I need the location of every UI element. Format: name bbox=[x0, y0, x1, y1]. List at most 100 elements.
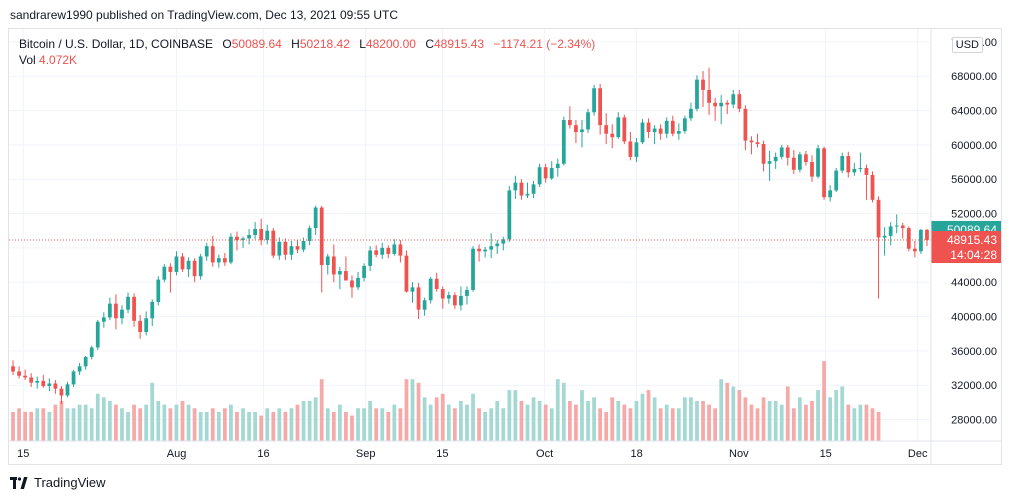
candle-body bbox=[737, 94, 742, 109]
candle-body bbox=[513, 182, 518, 191]
volume-bar bbox=[580, 390, 584, 441]
candle-body bbox=[241, 238, 245, 241]
volume-bar bbox=[459, 401, 463, 441]
volume-bar bbox=[325, 408, 330, 441]
candle-body bbox=[319, 207, 324, 266]
candle-body bbox=[555, 163, 560, 169]
candle-body bbox=[713, 102, 718, 107]
volume-bar bbox=[331, 411, 336, 441]
y-tick-label: 60000.00 bbox=[951, 140, 997, 152]
candle-body bbox=[689, 108, 693, 119]
volume-bar bbox=[549, 408, 554, 441]
candle-body bbox=[65, 384, 70, 396]
volume-bar bbox=[465, 404, 469, 441]
candle-body bbox=[186, 260, 191, 270]
y-tick-label: 52000.00 bbox=[951, 209, 997, 221]
volume-bar bbox=[574, 404, 578, 441]
candle-body bbox=[682, 118, 687, 132]
volume-bar bbox=[374, 408, 379, 441]
candle-body bbox=[446, 295, 451, 299]
candle-body bbox=[537, 167, 542, 185]
candle-body bbox=[71, 371, 76, 385]
volume-bar bbox=[277, 408, 282, 441]
candle-body bbox=[925, 229, 929, 241]
candle-body bbox=[138, 320, 143, 332]
volume-bar bbox=[804, 404, 808, 441]
volume-bar bbox=[23, 411, 28, 441]
candle-body bbox=[210, 246, 215, 263]
volume-bar bbox=[537, 401, 542, 441]
chart-frame[interactable]: 72000.0068000.0064000.0060000.0056000.00… bbox=[8, 28, 1002, 465]
change-value: −1174.21 (−2.34%) bbox=[493, 37, 596, 51]
candle-body bbox=[428, 278, 433, 301]
candle-body bbox=[392, 244, 397, 254]
candle-body bbox=[755, 142, 760, 145]
volume-bar bbox=[701, 401, 705, 441]
candle-body bbox=[489, 246, 494, 250]
y-tick-label: 40000.00 bbox=[951, 312, 997, 324]
candle-body bbox=[586, 112, 590, 130]
candle-body bbox=[132, 296, 136, 321]
volume-bar bbox=[598, 408, 603, 441]
candle-body bbox=[180, 256, 185, 270]
volume-bar bbox=[743, 397, 748, 441]
volume-bar bbox=[858, 404, 863, 441]
y-tick-label: 28000.00 bbox=[951, 415, 997, 427]
candle-body bbox=[126, 296, 130, 310]
candle-body bbox=[168, 266, 173, 272]
volume-bar bbox=[319, 379, 324, 441]
candle-body bbox=[658, 128, 663, 134]
candle-body bbox=[271, 230, 276, 256]
y-tick-label: 36000.00 bbox=[951, 346, 997, 358]
candle-body bbox=[846, 156, 851, 173]
volume-bar bbox=[525, 404, 530, 441]
candle-body bbox=[906, 228, 911, 249]
y-tick-label: 56000.00 bbox=[951, 174, 997, 186]
candle-body bbox=[888, 226, 893, 236]
candle-body bbox=[840, 156, 845, 171]
candle-body bbox=[912, 248, 917, 252]
candle-body bbox=[289, 246, 294, 255]
candle-body bbox=[356, 277, 360, 288]
candle-body bbox=[549, 168, 554, 179]
candle-body bbox=[465, 289, 469, 296]
candle-body bbox=[622, 117, 627, 142]
candle-body bbox=[422, 300, 427, 310]
y-tick-label: 64000.00 bbox=[951, 106, 997, 118]
candle-body bbox=[852, 168, 857, 173]
candle-body bbox=[156, 279, 161, 302]
footer-brand[interactable]: TradingView bbox=[10, 475, 106, 490]
x-tick-label: Oct bbox=[536, 448, 553, 460]
volume-bar bbox=[846, 404, 851, 441]
volume-bar bbox=[749, 404, 754, 441]
candle-body bbox=[277, 241, 282, 256]
close-price-label-bg bbox=[931, 231, 1001, 264]
volume-bar bbox=[604, 411, 609, 441]
y-tick-label: 68000.00 bbox=[951, 71, 997, 83]
volume-bar bbox=[350, 415, 354, 441]
symbol-title[interactable]: Bitcoin / U.S. Dollar, 1D, COINBASE bbox=[19, 37, 214, 51]
volume-bar bbox=[235, 411, 239, 441]
volume-bar bbox=[785, 386, 790, 441]
volume-bar bbox=[192, 408, 197, 441]
candle-body bbox=[531, 184, 536, 194]
candlestick-chart[interactable]: 72000.0068000.0064000.0060000.0056000.00… bbox=[9, 29, 1002, 465]
volume-bar bbox=[174, 404, 179, 441]
volume-bar bbox=[241, 408, 245, 441]
volume-bar bbox=[652, 397, 657, 441]
volume-bar bbox=[840, 386, 845, 441]
currency-button[interactable]: USD bbox=[951, 37, 983, 53]
volume-bar bbox=[761, 397, 766, 441]
candle-body bbox=[701, 79, 705, 90]
candle-body bbox=[35, 380, 40, 383]
volume-bar bbox=[586, 401, 590, 441]
candle-body bbox=[301, 241, 306, 250]
volume-bar bbox=[156, 401, 161, 441]
volume-bar bbox=[107, 401, 112, 441]
candle-body bbox=[640, 122, 645, 143]
volume-bar bbox=[259, 415, 264, 441]
volume-bar bbox=[767, 401, 772, 441]
volume-bar bbox=[150, 382, 155, 441]
volume-bar bbox=[386, 411, 391, 441]
x-tick-label: 15 bbox=[820, 448, 832, 460]
